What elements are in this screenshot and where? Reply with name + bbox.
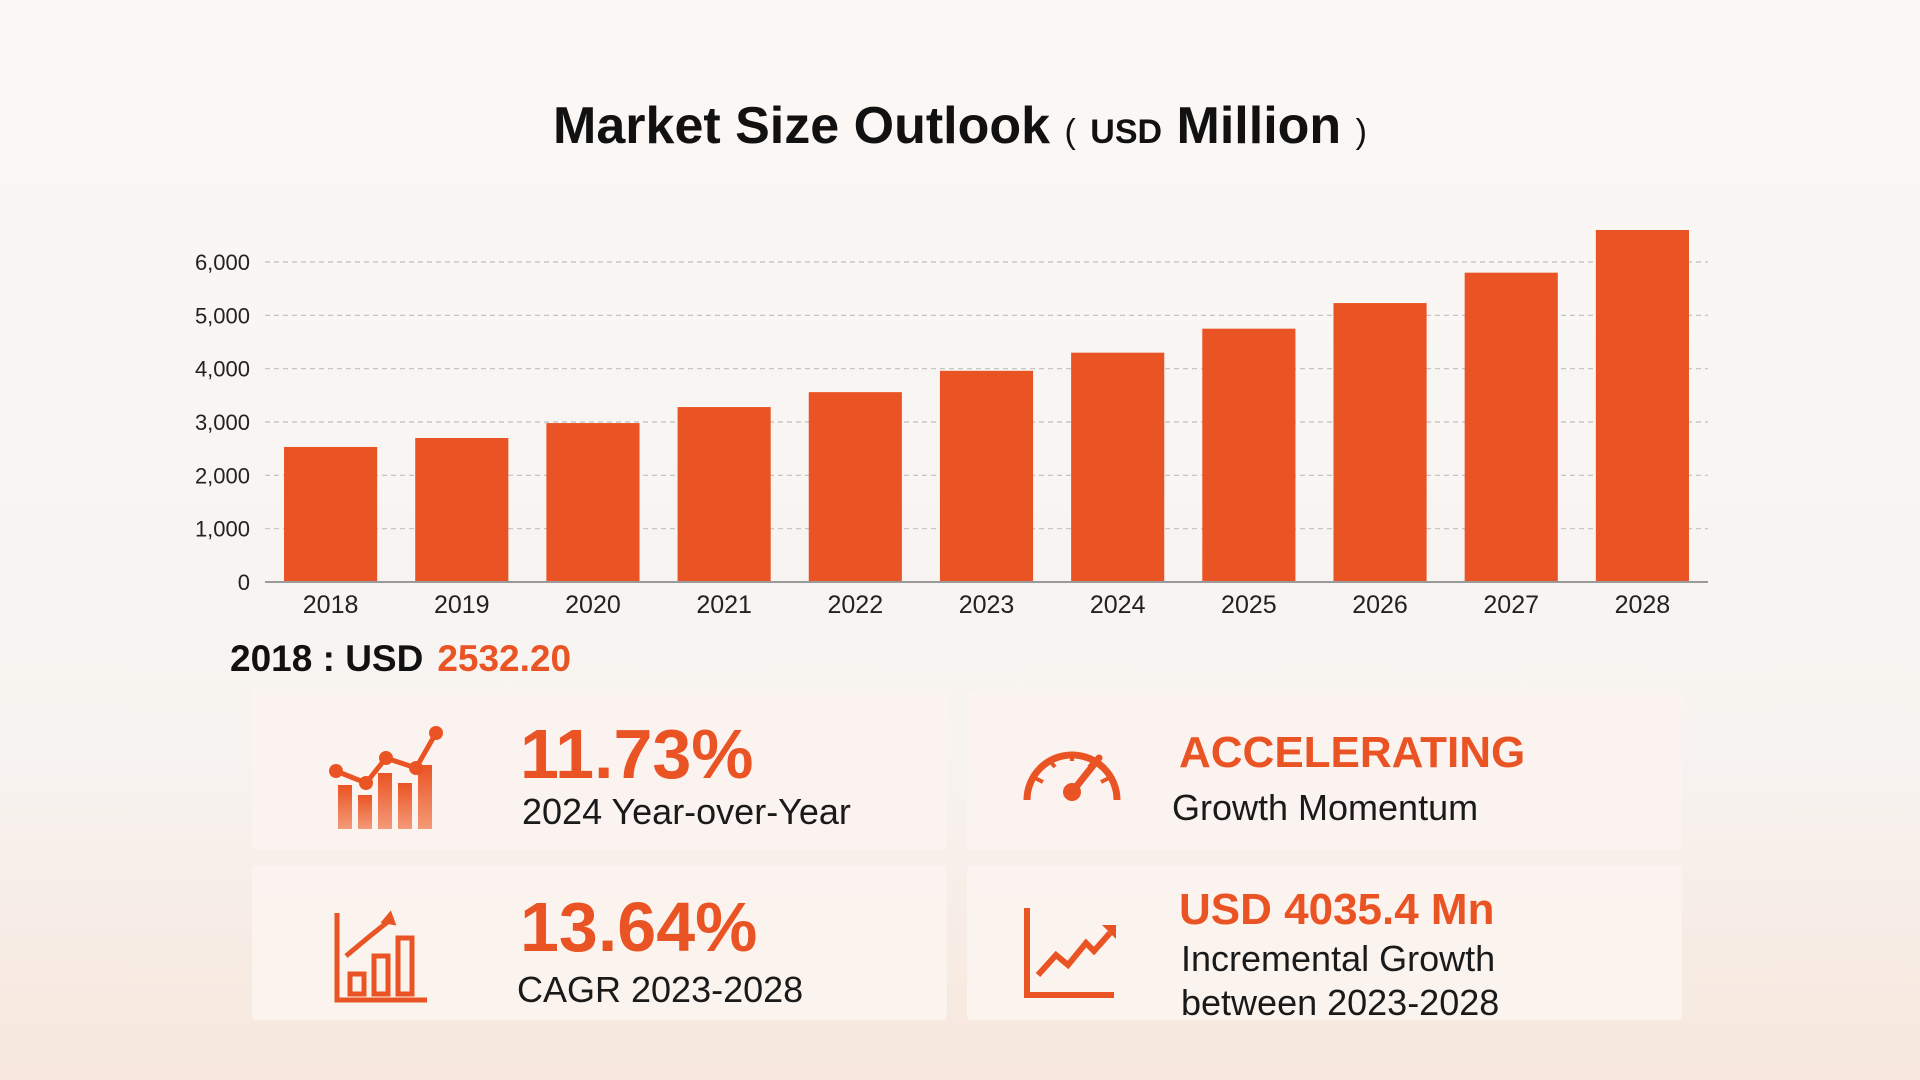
title-unit: USD xyxy=(1090,113,1163,151)
momentum-label: Growth Momentum xyxy=(1172,787,1479,828)
chart-title: Market Size Outlook ( USD Million ) xyxy=(0,96,1920,156)
incremental-value: USD 4035.4 Mn xyxy=(1179,885,1495,934)
bar-2022 xyxy=(808,392,902,582)
bar-2027 xyxy=(1464,272,1558,582)
x-tick-label: 2023 xyxy=(959,591,1015,619)
incremental-label-line1: Incremental Growth xyxy=(1181,938,1496,979)
x-tick-label: 2028 xyxy=(1615,591,1671,619)
title-open-paren: ( xyxy=(1064,113,1076,151)
x-tick-label: 2022 xyxy=(828,591,884,619)
y-tick-label: 2,000 xyxy=(195,463,250,488)
y-tick-label: 1,000 xyxy=(195,517,250,542)
bar-2018 xyxy=(284,446,378,582)
x-tick-label: 2026 xyxy=(1352,591,1408,619)
title-main: Market Size Outlook xyxy=(553,97,1051,155)
x-tick-label: 2027 xyxy=(1483,591,1539,619)
x-tick-label: 2025 xyxy=(1221,591,1277,619)
title-suffix: Million xyxy=(1176,97,1342,155)
x-tick-label: 2019 xyxy=(434,591,490,619)
bar-2028 xyxy=(1595,230,1689,582)
yoy-label: 2024 Year-over-Year xyxy=(522,791,851,832)
title-close-paren: ) xyxy=(1355,113,1367,151)
bar-2024 xyxy=(1071,352,1165,582)
y-tick-label: 4,000 xyxy=(195,357,250,382)
cagr-label: CAGR 2023-2028 xyxy=(517,969,804,1010)
y-tick-label: 6,000 xyxy=(195,250,250,275)
incremental-label-line2: between 2023-2028 xyxy=(1181,982,1500,1023)
trend-line-icon xyxy=(1024,908,1116,998)
momentum-value: ACCELERATING xyxy=(1179,728,1526,777)
bar-2023 xyxy=(939,370,1034,582)
yoy-card: 11.73% 2024 Year-over-Year xyxy=(252,690,947,850)
bar-chart: 0 1,000 2,000 3,000 4,000 5,000 6,000 2018 2019 2… xyxy=(195,230,1708,619)
y-tick-label: 3,000 xyxy=(195,410,250,435)
cagr-value: 13.64% xyxy=(520,888,758,966)
bar-2026 xyxy=(1333,303,1427,582)
x-tick-label: 2020 xyxy=(565,591,621,619)
x-tick-label: 2024 xyxy=(1090,591,1146,619)
rising-bar-chart-icon xyxy=(329,726,443,829)
bar-2025 xyxy=(1202,328,1296,582)
bar-2020 xyxy=(546,423,640,582)
speedometer-icon xyxy=(1023,751,1121,801)
y-tick-label: 5,000 xyxy=(195,303,250,328)
bar-2021 xyxy=(677,407,771,582)
momentum-card: ACCELERATING Growth Momentum xyxy=(967,690,1682,850)
yoy-value: 11.73% xyxy=(520,715,754,793)
base-year-value: 2532.20 xyxy=(437,638,572,679)
growth-bar-chart-icon xyxy=(334,910,427,1003)
cagr-card: 13.64% CAGR 2023-2028 xyxy=(252,865,947,1020)
incremental-card: USD 4035.4 Mn Incremental Growth between… xyxy=(967,865,1682,1023)
y-tick-label: 0 xyxy=(238,570,250,595)
base-year-label: 2018 : USD xyxy=(230,638,424,679)
base-year-line: 2018 : USD 2532.20 xyxy=(230,638,571,680)
bar-2019 xyxy=(415,438,509,582)
x-tick-label: 2018 xyxy=(303,591,359,619)
x-tick-label: 2021 xyxy=(696,591,752,619)
